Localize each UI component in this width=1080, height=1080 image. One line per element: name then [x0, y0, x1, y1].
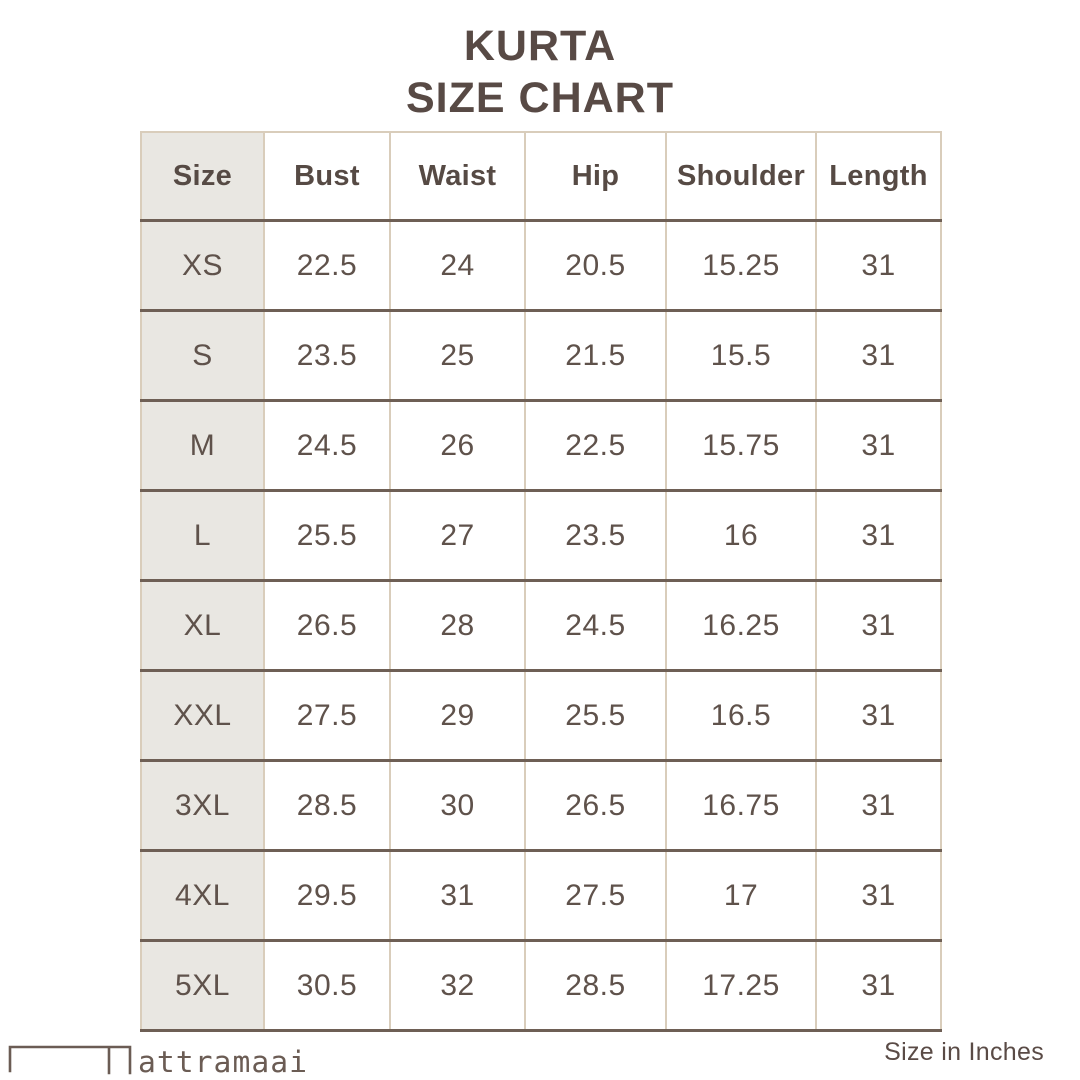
- table-row: 5XL 30.5 32 28.5 17.25 31: [140, 939, 942, 1031]
- measurement-cell: 31: [815, 579, 942, 671]
- measurement-cell: 31: [815, 939, 942, 1031]
- measurement-cell: 15.5: [665, 309, 817, 401]
- measurement-cell: 31: [815, 309, 942, 401]
- size-chart-table: Size Bust Waist Hip Shoulder Length XS 22.5 24 2…: [140, 131, 942, 1032]
- measurement-cell: 31: [815, 489, 942, 581]
- measurement-cell: 27.5: [263, 669, 391, 761]
- measurement-cell: 27.5: [524, 849, 667, 941]
- measurement-cell: 23.5: [524, 489, 667, 581]
- table-row: M 24.5 26 22.5 15.75 31: [140, 399, 942, 491]
- measurement-cell: 31: [815, 849, 942, 941]
- measurement-cell: 25: [389, 309, 526, 401]
- table-row: 3XL 28.5 30 26.5 16.75 31: [140, 759, 942, 851]
- measurement-cell: 15.25: [665, 219, 817, 311]
- size-cell: M: [140, 399, 265, 491]
- measurement-cell: 30: [389, 759, 526, 851]
- measurement-cell: 22.5: [263, 219, 391, 311]
- measurement-cell: 27: [389, 489, 526, 581]
- header-row: Size Bust Waist Hip Shoulder Length: [140, 132, 942, 221]
- measurement-cell: 21.5: [524, 309, 667, 401]
- column-header-bust: Bust: [263, 132, 391, 221]
- measurement-cell: 25.5: [524, 669, 667, 761]
- measurement-cell: 16: [665, 489, 817, 581]
- measurement-cell: 26: [389, 399, 526, 491]
- size-cell: XS: [140, 219, 265, 311]
- table-row: XL 26.5 28 24.5 16.25 31: [140, 579, 942, 671]
- size-cell: 5XL: [140, 939, 265, 1031]
- measurement-cell: 28: [389, 579, 526, 671]
- page-title-line1: KURTA: [463, 22, 617, 70]
- measurement-cell: 16.25: [665, 579, 817, 671]
- column-header-size: Size: [140, 132, 265, 221]
- brand-logo: attramaai: [8, 1045, 308, 1079]
- measurement-cell: 22.5: [524, 399, 667, 491]
- table-row: XXL 27.5 29 25.5 16.5 31: [140, 669, 942, 761]
- measurement-cell: 24.5: [524, 579, 667, 671]
- measurement-cell: 31: [815, 219, 942, 311]
- table-row: 4XL 29.5 31 27.5 17 31: [140, 849, 942, 941]
- size-chart-table-container: Size Bust Waist Hip Shoulder Length XS 22.5 24 2…: [140, 131, 942, 1032]
- measurement-cell: 15.75: [665, 399, 817, 491]
- column-header-shoulder: Shoulder: [665, 132, 817, 221]
- size-cell: XXL: [140, 669, 265, 761]
- table-row: XS 22.5 24 20.5 15.25 31: [140, 219, 942, 311]
- measurement-cell: 31: [389, 849, 526, 941]
- table-row: S 23.5 25 21.5 15.5 31: [140, 309, 942, 401]
- measurement-cell: 31: [815, 399, 942, 491]
- column-header-waist: Waist: [389, 132, 526, 221]
- measurement-cell: 26.5: [263, 579, 391, 671]
- measurement-cell: 20.5: [524, 219, 667, 311]
- measurement-cell: 29: [389, 669, 526, 761]
- measurement-cell: 25.5: [263, 489, 391, 581]
- measurement-cell: 23.5: [263, 309, 391, 401]
- measurement-cell: 31: [815, 669, 942, 761]
- measurement-cell: 26.5: [524, 759, 667, 851]
- column-header-length: Length: [815, 132, 942, 221]
- table-row: L 25.5 27 23.5 16 31: [140, 489, 942, 581]
- measurement-cell: 24.5: [263, 399, 391, 491]
- measurement-cell: 31: [815, 759, 942, 851]
- page-title: KURTA SIZE CHART: [0, 20, 1080, 124]
- units-note: Size in Inches: [884, 1038, 1044, 1066]
- size-cell: S: [140, 309, 265, 401]
- page-title-line2: SIZE CHART: [406, 74, 674, 122]
- measurement-cell: 28.5: [524, 939, 667, 1031]
- measurement-cell: 16.5: [665, 669, 817, 761]
- measurement-cell: 30.5: [263, 939, 391, 1031]
- size-cell: 4XL: [140, 849, 265, 941]
- table-header: Size Bust Waist Hip Shoulder Length: [140, 132, 942, 221]
- brand-logo-text: attramaai: [138, 1045, 308, 1079]
- measurement-cell: 17.25: [665, 939, 817, 1031]
- measurement-cell: 28.5: [263, 759, 391, 851]
- measurement-cell: 17: [665, 849, 817, 941]
- column-header-hip: Hip: [524, 132, 667, 221]
- size-cell: L: [140, 489, 265, 581]
- measurement-cell: 29.5: [263, 849, 391, 941]
- measurement-cell: 24: [389, 219, 526, 311]
- table-body: XS 22.5 24 20.5 15.25 31 S 23.5 25 21.5 15.5 31 M 24.…: [140, 219, 942, 1031]
- brand-logo-m-icon: [8, 1045, 132, 1075]
- measurement-cell: 32: [389, 939, 526, 1031]
- measurement-cell: 16.75: [665, 759, 817, 851]
- size-cell: XL: [140, 579, 265, 671]
- size-cell: 3XL: [140, 759, 265, 851]
